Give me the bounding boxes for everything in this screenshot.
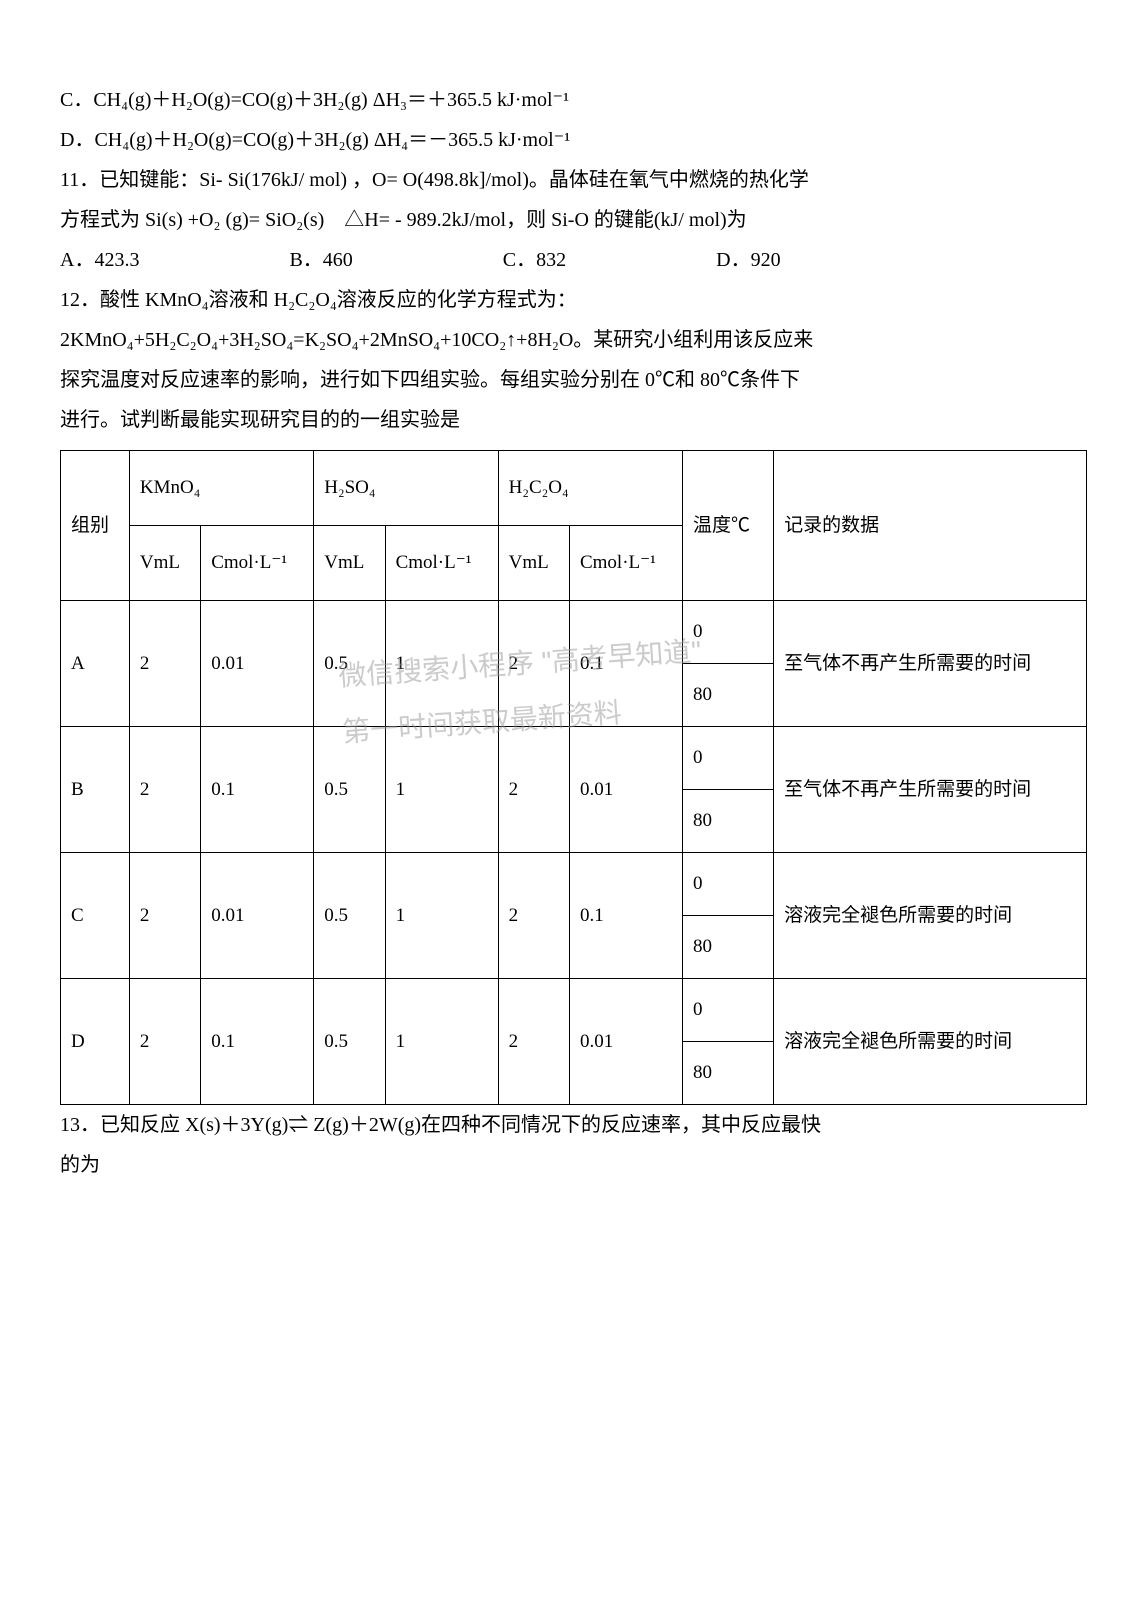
cell-c3: 0.01 [569, 979, 682, 1105]
cell-c3: 0.01 [569, 727, 682, 853]
th-h2so4: H₂SO₄ [314, 451, 498, 526]
cell-grp: C [61, 853, 130, 979]
cell-v2: 0.5 [314, 979, 385, 1105]
table-header-row1: 组别 KMnO₄ H₂SO₄ H₂C₂O₄ 温度℃ 记录的数据 [61, 451, 1087, 526]
cell-rec: 溶液完全褪色所需要的时间 [774, 979, 1087, 1105]
q12-line3: 探究温度对反应速率的影响，进行如下四组实验。每组实验分别在 0℃和 80℃条件下 [60, 360, 1087, 400]
q11-options: A．423.3 B．460 C．832 D．920 [60, 240, 1087, 280]
q12-line4: 进行。试判断最能实现研究目的的一组实验是 [60, 400, 1087, 440]
th-vml-3: VmL [498, 526, 569, 601]
cell-temp: 0 80 [683, 727, 774, 853]
cell-grp: B [61, 727, 130, 853]
th-vml-1: VmL [129, 526, 200, 601]
q11-optB: B．460 [289, 240, 352, 280]
cell-c1: 0.01 [201, 601, 314, 727]
cell-t2: 80 [683, 790, 773, 852]
cell-t2: 80 [683, 1042, 773, 1104]
cell-rec: 至气体不再产生所需要的时间 [774, 601, 1087, 727]
cell-t2: 80 [683, 916, 773, 978]
th-kmno4: KMnO₄ [129, 451, 313, 526]
cell-t1: 0 [683, 979, 773, 1042]
cell-c3: 0.1 [569, 853, 682, 979]
cell-v3: 2 [498, 853, 569, 979]
cell-v2: 0.5 [314, 853, 385, 979]
th-group: 组别 [61, 451, 130, 601]
cell-rec: 至气体不再产生所需要的时间 [774, 727, 1087, 853]
experiment-table: 组别 KMnO₄ H₂SO₄ H₂C₂O₄ 温度℃ 记录的数据 VmL Cmol… [60, 450, 1087, 1105]
option-c: C．CH₄(g)＋H₂O(g)=CO(g)＋3H₂(g) ΔH₃＝＋365.5 … [60, 80, 1087, 120]
cell-c2: 1 [385, 853, 498, 979]
cell-c1: 0.01 [201, 853, 314, 979]
cell-v2: 0.5 [314, 727, 385, 853]
option-d: D．CH₄(g)＋H₂O(g)=CO(g)＋3H₂(g) ΔH₄＝－365.5 … [60, 120, 1087, 160]
q11-optA: A．423.3 [60, 240, 139, 280]
q13-line2: 的为 [60, 1145, 1087, 1185]
document-body: 微信搜索小程序 "高考早知道" 第一时间获取最新资料 C．CH₄(g)＋H₂O(… [60, 80, 1087, 1185]
th-record: 记录的数据 [774, 451, 1087, 601]
th-cmol-3: Cmol·L⁻¹ [569, 526, 682, 601]
cell-v3: 2 [498, 979, 569, 1105]
cell-temp: 0 80 [683, 601, 774, 727]
q13-line1: 13．已知反应 X(s)＋3Y(g)⇌ Z(g)＋2W(g)在四种不同情况下的反… [60, 1105, 1087, 1145]
cell-v1: 2 [129, 979, 200, 1105]
cell-c1: 0.1 [201, 979, 314, 1105]
cell-c3: 0.1 [569, 601, 682, 727]
cell-v3: 2 [498, 601, 569, 727]
cell-v1: 2 [129, 727, 200, 853]
cell-c1: 0.1 [201, 727, 314, 853]
th-cmol-2: Cmol·L⁻¹ [385, 526, 498, 601]
table-row: A 2 0.01 0.5 1 2 0.1 0 80 至气体不再产生所需要的时间 [61, 601, 1087, 727]
cell-t1: 0 [683, 601, 773, 664]
cell-v1: 2 [129, 601, 200, 727]
q12-line2: 2KMnO₄+5H₂C₂O₄+3H₂SO₄=K₂SO₄+2MnSO₄+10CO₂… [60, 320, 1087, 360]
cell-temp: 0 80 [683, 979, 774, 1105]
cell-grp: D [61, 979, 130, 1105]
cell-t1: 0 [683, 853, 773, 916]
q11-line1: 11．已知键能：Si- Si(176kJ/ mol) ，O= O(498.8k]… [60, 160, 1087, 200]
q11-line2: 方程式为 Si(s) +O₂ (g)= SiO₂(s) △H= - 989.2k… [60, 200, 1087, 240]
table-row: C 2 0.01 0.5 1 2 0.1 0 80 溶液完全褪色所需要的时间 [61, 853, 1087, 979]
th-vml-2: VmL [314, 526, 385, 601]
q11-optC: C．832 [503, 240, 566, 280]
cell-temp: 0 80 [683, 853, 774, 979]
cell-v2: 0.5 [314, 601, 385, 727]
cell-t2: 80 [683, 664, 773, 726]
th-cmol-1: Cmol·L⁻¹ [201, 526, 314, 601]
q12-line1: 12．酸性 KMnO₄溶液和 H₂C₂O₄溶液反应的化学方程式为： [60, 280, 1087, 320]
cell-c2: 1 [385, 979, 498, 1105]
q11-optD: D．920 [716, 240, 780, 280]
cell-t1: 0 [683, 727, 773, 790]
cell-v3: 2 [498, 727, 569, 853]
cell-grp: A [61, 601, 130, 727]
cell-c2: 1 [385, 727, 498, 853]
cell-c2: 1 [385, 601, 498, 727]
cell-v1: 2 [129, 853, 200, 979]
table-row: D 2 0.1 0.5 1 2 0.01 0 80 溶液完全褪色所需要的时间 [61, 979, 1087, 1105]
th-temp: 温度℃ [683, 451, 774, 601]
th-h2c2o4: H₂C₂O₄ [498, 451, 682, 526]
cell-rec: 溶液完全褪色所需要的时间 [774, 853, 1087, 979]
table-row: B 2 0.1 0.5 1 2 0.01 0 80 至气体不再产生所需要的时间 [61, 727, 1087, 853]
